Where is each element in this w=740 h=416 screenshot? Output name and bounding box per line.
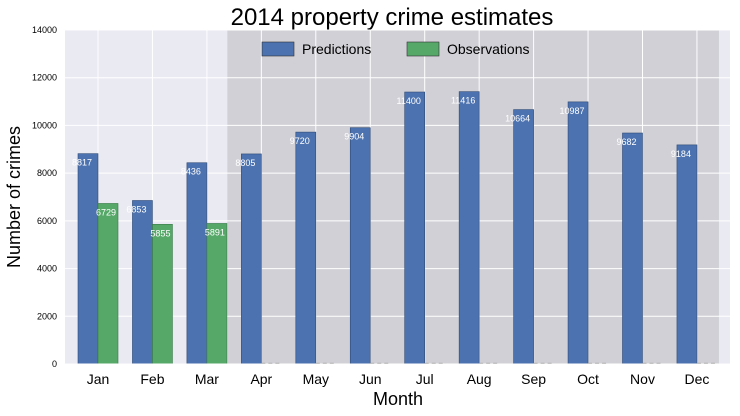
x-tick-label: Jul [416, 371, 434, 387]
x-tick-label: Dec [684, 371, 709, 387]
prediction-bar [186, 162, 208, 365]
prediction-bar [513, 109, 534, 365]
y-tick-label: 14000 [32, 25, 57, 35]
x-tick-label: Aug [467, 371, 492, 387]
prediction-value-label: 6853 [126, 205, 146, 215]
prediction-value-label: 9720 [290, 136, 310, 146]
prediction-value-label: 10987 [560, 106, 585, 116]
prediction-value-label: 9904 [344, 132, 364, 142]
bars: 8817 6729 6853 5855 8436 5891 8805 9720 9904 1140… [72, 91, 717, 365]
prediction-bar [622, 132, 643, 365]
observation-value-label: 6729 [96, 207, 116, 217]
plot-area: 8817 6729 6853 5855 8436 5891 8805 9720 9904 1140… [65, 29, 730, 365]
prediction-bar [676, 144, 698, 365]
x-tick-label: Mar [195, 371, 219, 387]
legend-swatch [406, 41, 440, 57]
legend-swatch [261, 41, 295, 57]
prediction-value-label: 9184 [671, 149, 691, 159]
x-tick-label: Jan [87, 371, 110, 387]
y-tick-label: 4000 [37, 264, 57, 274]
observation-value-label: 5855 [150, 228, 170, 238]
y-axis-label: Number of crimes [4, 126, 24, 268]
prediction-value-label: 11400 [397, 96, 421, 106]
legend-entry-label: Predictions [302, 41, 371, 57]
prediction-value-label: 10664 [505, 114, 530, 124]
x-tick-label: Apr [250, 371, 272, 387]
x-tick-label: Nov [630, 371, 655, 387]
prediction-bar [295, 131, 317, 365]
prediction-bar [567, 101, 589, 365]
legend: Predictions Observations [261, 41, 529, 57]
prediction-bar [132, 200, 153, 365]
y-tick-label: 12000 [32, 73, 57, 83]
x-tick-label: Oct [577, 371, 599, 387]
x-tick-label: Jun [359, 371, 382, 387]
prediction-bar [458, 91, 480, 365]
y-tick-label: 10000 [32, 120, 57, 130]
legend-entry-label: Observations [447, 41, 529, 57]
y-tick-label: 8000 [37, 168, 57, 178]
observation-value-label: 5891 [205, 227, 225, 237]
chart-title: 2014 property crime estimates [231, 4, 554, 31]
prediction-value-label: 8817 [72, 158, 92, 168]
x-tick-label: Sep [521, 371, 546, 387]
observation-bar [152, 224, 173, 365]
prediction-bar [349, 127, 371, 365]
prediction-value-label: 8805 [235, 158, 255, 168]
x-axis-label: Month [373, 389, 423, 409]
prediction-bar [404, 91, 426, 365]
observation-bar [206, 223, 228, 365]
prediction-value-label: 11416 [451, 96, 475, 106]
prediction-bar [241, 153, 262, 365]
x-tick-label: Feb [140, 371, 164, 387]
y-tick-label: 2000 [37, 311, 57, 321]
observation-bar [97, 203, 119, 365]
y-tick-label: 6000 [37, 216, 57, 226]
prediction-value-label: 8436 [181, 167, 201, 177]
prediction-value-label: 9682 [616, 137, 636, 147]
y-axis-ticks: 0 2000 4000 6000 8000 10000 12000 14000 [32, 25, 57, 369]
x-tick-label: May [303, 371, 329, 387]
prediction-bar [77, 153, 99, 365]
x-axis-ticks: Jan Feb Mar Apr May Jun Jul Aug Sep Oct Nov Dec [87, 371, 710, 387]
y-tick-label: 0 [52, 359, 57, 369]
